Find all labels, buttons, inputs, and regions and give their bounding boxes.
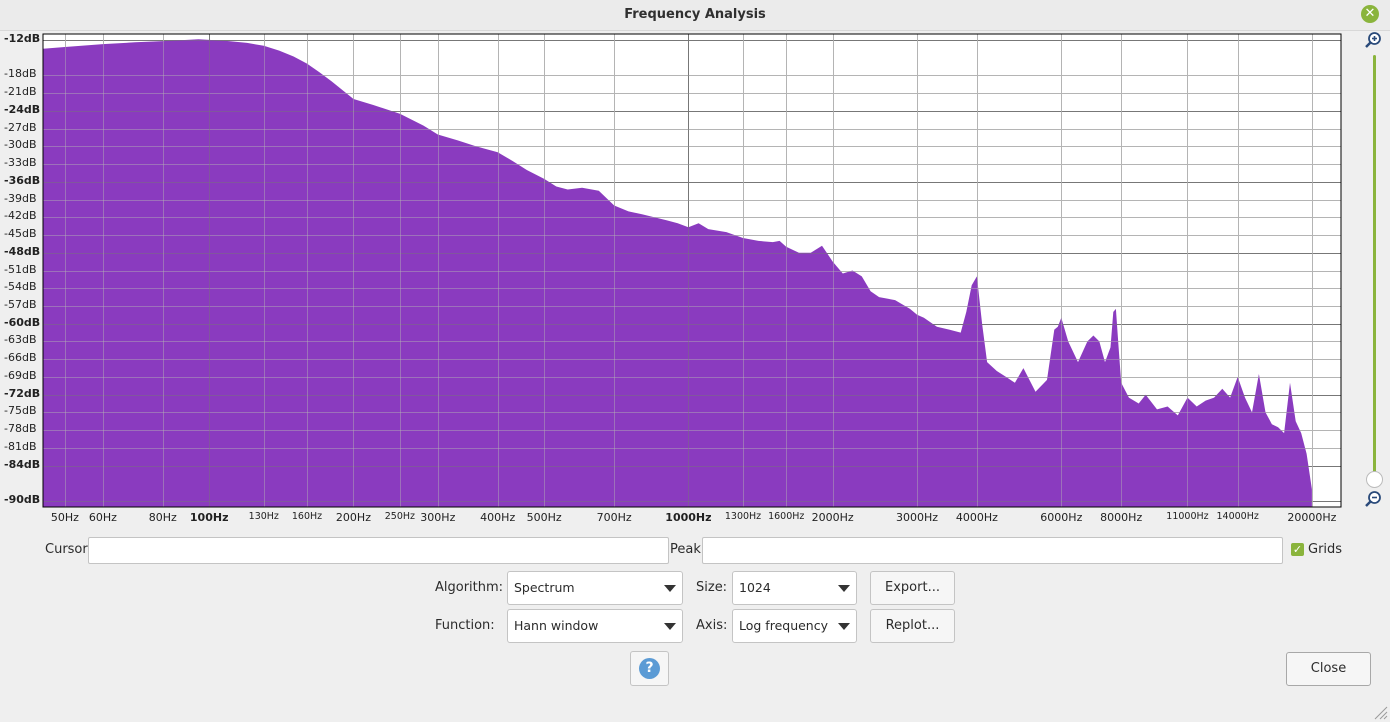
y-tick-label: -33dB — [4, 156, 37, 170]
y-tick-label: -48dB — [4, 244, 41, 258]
zoom-in-icon[interactable] — [1364, 31, 1382, 49]
close-icon[interactable]: ✕ — [1361, 5, 1379, 23]
function-select[interactable]: Hann window — [507, 609, 683, 643]
y-tick-label: -75dB — [4, 404, 37, 418]
export-button[interactable]: Export... — [870, 571, 955, 605]
x-tick-label: 100Hz — [189, 511, 229, 524]
x-tick-label: 50Hz — [50, 511, 79, 524]
grids-checkbox[interactable]: ✓ — [1291, 543, 1304, 556]
y-tick-label: -54dB — [4, 280, 37, 294]
x-tick-label: 11000Hz — [1166, 511, 1209, 522]
x-tick-label: 14000Hz — [1216, 511, 1259, 522]
x-tick-label: 6000Hz — [1040, 511, 1083, 524]
y-tick-label: -78dB — [4, 422, 37, 436]
zoom-slider-handle[interactable] — [1366, 471, 1383, 488]
y-tick-label: -72dB — [4, 386, 41, 400]
x-tick-label: 8000Hz — [1100, 511, 1143, 524]
chevron-down-icon — [838, 585, 850, 592]
y-tick-label: -21dB — [4, 85, 37, 99]
y-tick-label: -84dB — [4, 457, 41, 471]
y-tick-label: -36dB — [4, 173, 41, 187]
axis-value: Log frequency — [739, 618, 828, 633]
x-tick-label: 500Hz — [526, 511, 562, 524]
help-icon: ? — [639, 658, 660, 679]
algorithm-label: Algorithm: — [435, 580, 504, 595]
y-tick-label: -12dB — [4, 31, 41, 45]
spectrum-plot[interactable] — [0, 30, 1390, 530]
function-label: Function: — [435, 618, 495, 633]
x-tick-label: 300Hz — [420, 511, 456, 524]
y-tick-label: -39dB — [4, 191, 37, 205]
peak-field[interactable] — [702, 537, 1283, 564]
title-bar: Frequency Analysis ✕ — [0, 0, 1390, 31]
size-label: Size: — [696, 580, 728, 595]
zoom-slider[interactable] — [1366, 55, 1383, 488]
grids-label[interactable]: Grids — [1308, 542, 1343, 557]
x-tick-label: 1000Hz — [665, 511, 712, 524]
cursor-field[interactable] — [88, 537, 669, 564]
x-tick-label: 4000Hz — [955, 511, 998, 524]
x-tick-label: 60Hz — [88, 511, 117, 524]
zoom-out-icon[interactable] — [1364, 490, 1382, 508]
checkmark-icon: ✓ — [1292, 543, 1303, 556]
x-tick-label: 130Hz — [248, 511, 279, 522]
algorithm-value: Spectrum — [514, 580, 575, 595]
x-tick-label: 1600Hz — [768, 511, 805, 522]
x-tick-label: 200Hz — [335, 511, 371, 524]
y-tick-label: -45dB — [4, 227, 37, 241]
y-tick-label: -60dB — [4, 315, 41, 329]
y-tick-label: -90dB — [4, 493, 41, 507]
x-tick-label: 20000Hz — [1287, 511, 1337, 524]
zoom-slider-track — [1373, 55, 1376, 481]
chevron-down-icon — [664, 623, 676, 630]
x-tick-label: 160Hz — [291, 511, 323, 522]
x-tick-label: 250Hz — [384, 511, 416, 522]
y-tick-label: -69dB — [4, 368, 37, 382]
x-tick-label: 700Hz — [596, 511, 632, 524]
close-button[interactable]: Close — [1286, 652, 1371, 686]
x-tick-label: 1300Hz — [724, 511, 762, 522]
cursor-label: Cursor: — [45, 542, 92, 557]
y-tick-label: -81dB — [4, 439, 37, 453]
spectrum-area — [43, 39, 1312, 508]
y-tick-label: -30dB — [4, 138, 37, 152]
replot-button[interactable]: Replot... — [870, 609, 955, 643]
help-button[interactable]: ? — [630, 651, 669, 686]
chevron-down-icon — [664, 585, 676, 592]
chevron-down-icon — [838, 623, 850, 630]
y-tick-label: -24dB — [4, 102, 41, 116]
y-tick-label: -63dB — [4, 333, 37, 347]
window-title: Frequency Analysis — [624, 7, 766, 22]
y-tick-label: -27dB — [4, 120, 37, 134]
size-select[interactable]: 1024 — [732, 571, 857, 605]
x-tick-label: 2000Hz — [811, 511, 854, 524]
y-tick-label: -66dB — [4, 351, 37, 365]
function-value: Hann window — [514, 618, 599, 633]
axis-label: Axis: — [696, 618, 728, 633]
resize-grip-icon[interactable] — [1372, 704, 1388, 720]
plot-grid-overlay — [43, 34, 1341, 507]
x-tick-label: 80Hz — [148, 511, 177, 524]
y-tick-label: -51dB — [4, 262, 37, 276]
peak-label: Peak: — [670, 542, 706, 557]
axis-select[interactable]: Log frequency — [732, 609, 857, 643]
y-tick-label: -42dB — [4, 209, 37, 223]
plot-border — [42, 33, 1342, 508]
y-tick-label: -18dB — [4, 67, 37, 81]
x-tick-label: 3000Hz — [896, 511, 939, 524]
size-value: 1024 — [739, 580, 771, 595]
y-tick-label: -57dB — [4, 297, 37, 311]
x-tick-label: 400Hz — [480, 511, 516, 524]
algorithm-select[interactable]: Spectrum — [507, 571, 683, 605]
